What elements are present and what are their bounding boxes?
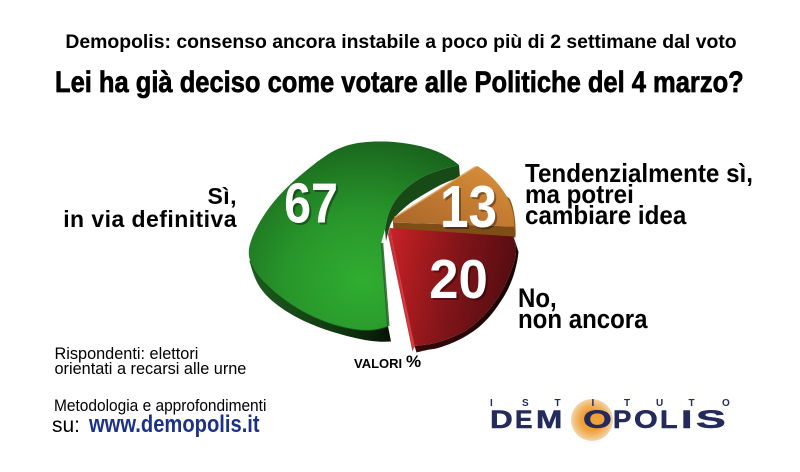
svg-text:13: 13	[440, 174, 497, 240]
svg-text:20: 20	[429, 249, 488, 310]
svg-text:13: 13	[442, 176, 499, 242]
svg-text:20: 20	[431, 251, 490, 312]
svg-text:67: 67	[284, 172, 338, 236]
svg-text:67: 67	[286, 174, 340, 238]
